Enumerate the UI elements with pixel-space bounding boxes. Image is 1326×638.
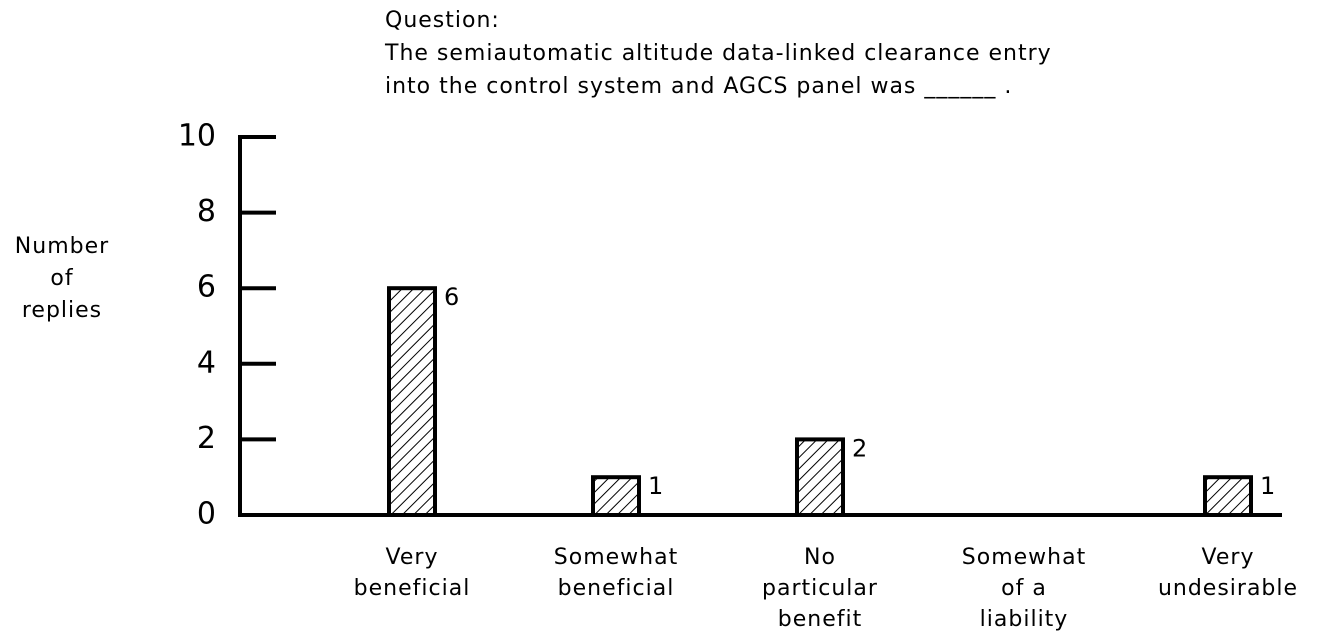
y-tick-label: 2 (197, 421, 216, 456)
y-tick-label: 4 (197, 345, 216, 380)
y-tick-label: 0 (197, 497, 216, 532)
x-tick-label: beneficial (354, 576, 471, 601)
x-tick-label: of a (1001, 576, 1047, 601)
x-tick-label: No (804, 545, 836, 570)
bar (795, 437, 845, 517)
y-tick-label: 8 (197, 194, 216, 229)
x-tick-label: beneficial (558, 576, 675, 601)
data-label: 1 (1260, 472, 1275, 500)
y-tick-label: 6 (197, 270, 216, 305)
x-tick-label: particular (762, 576, 878, 601)
chart-title: The semiautomatic altitude data-linked c… (384, 41, 1052, 66)
data-label: 2 (852, 434, 867, 462)
x-tick-label: Very (1202, 545, 1255, 570)
data-label: 1 (648, 472, 663, 500)
x-tick-label: Somewhat (962, 545, 1086, 570)
x-tick-label: liability (980, 607, 1069, 632)
chart-title: into the control system and AGCS panel w… (385, 74, 1012, 99)
data-label: 6 (444, 283, 459, 311)
y-axis-label: of (50, 266, 73, 291)
y-axis-label: Number (15, 234, 109, 259)
x-tick-label: Very (386, 545, 439, 570)
x-tick-label: Somewhat (554, 545, 678, 570)
bar (1203, 475, 1253, 518)
chart-title: Question: (385, 8, 500, 33)
bar (387, 286, 437, 518)
y-tick-label: 10 (178, 119, 216, 154)
x-tick-label: undesirable (1158, 576, 1298, 601)
y-axis-label: replies (22, 298, 102, 323)
x-tick-label: benefit (778, 607, 862, 632)
bar (591, 475, 641, 518)
